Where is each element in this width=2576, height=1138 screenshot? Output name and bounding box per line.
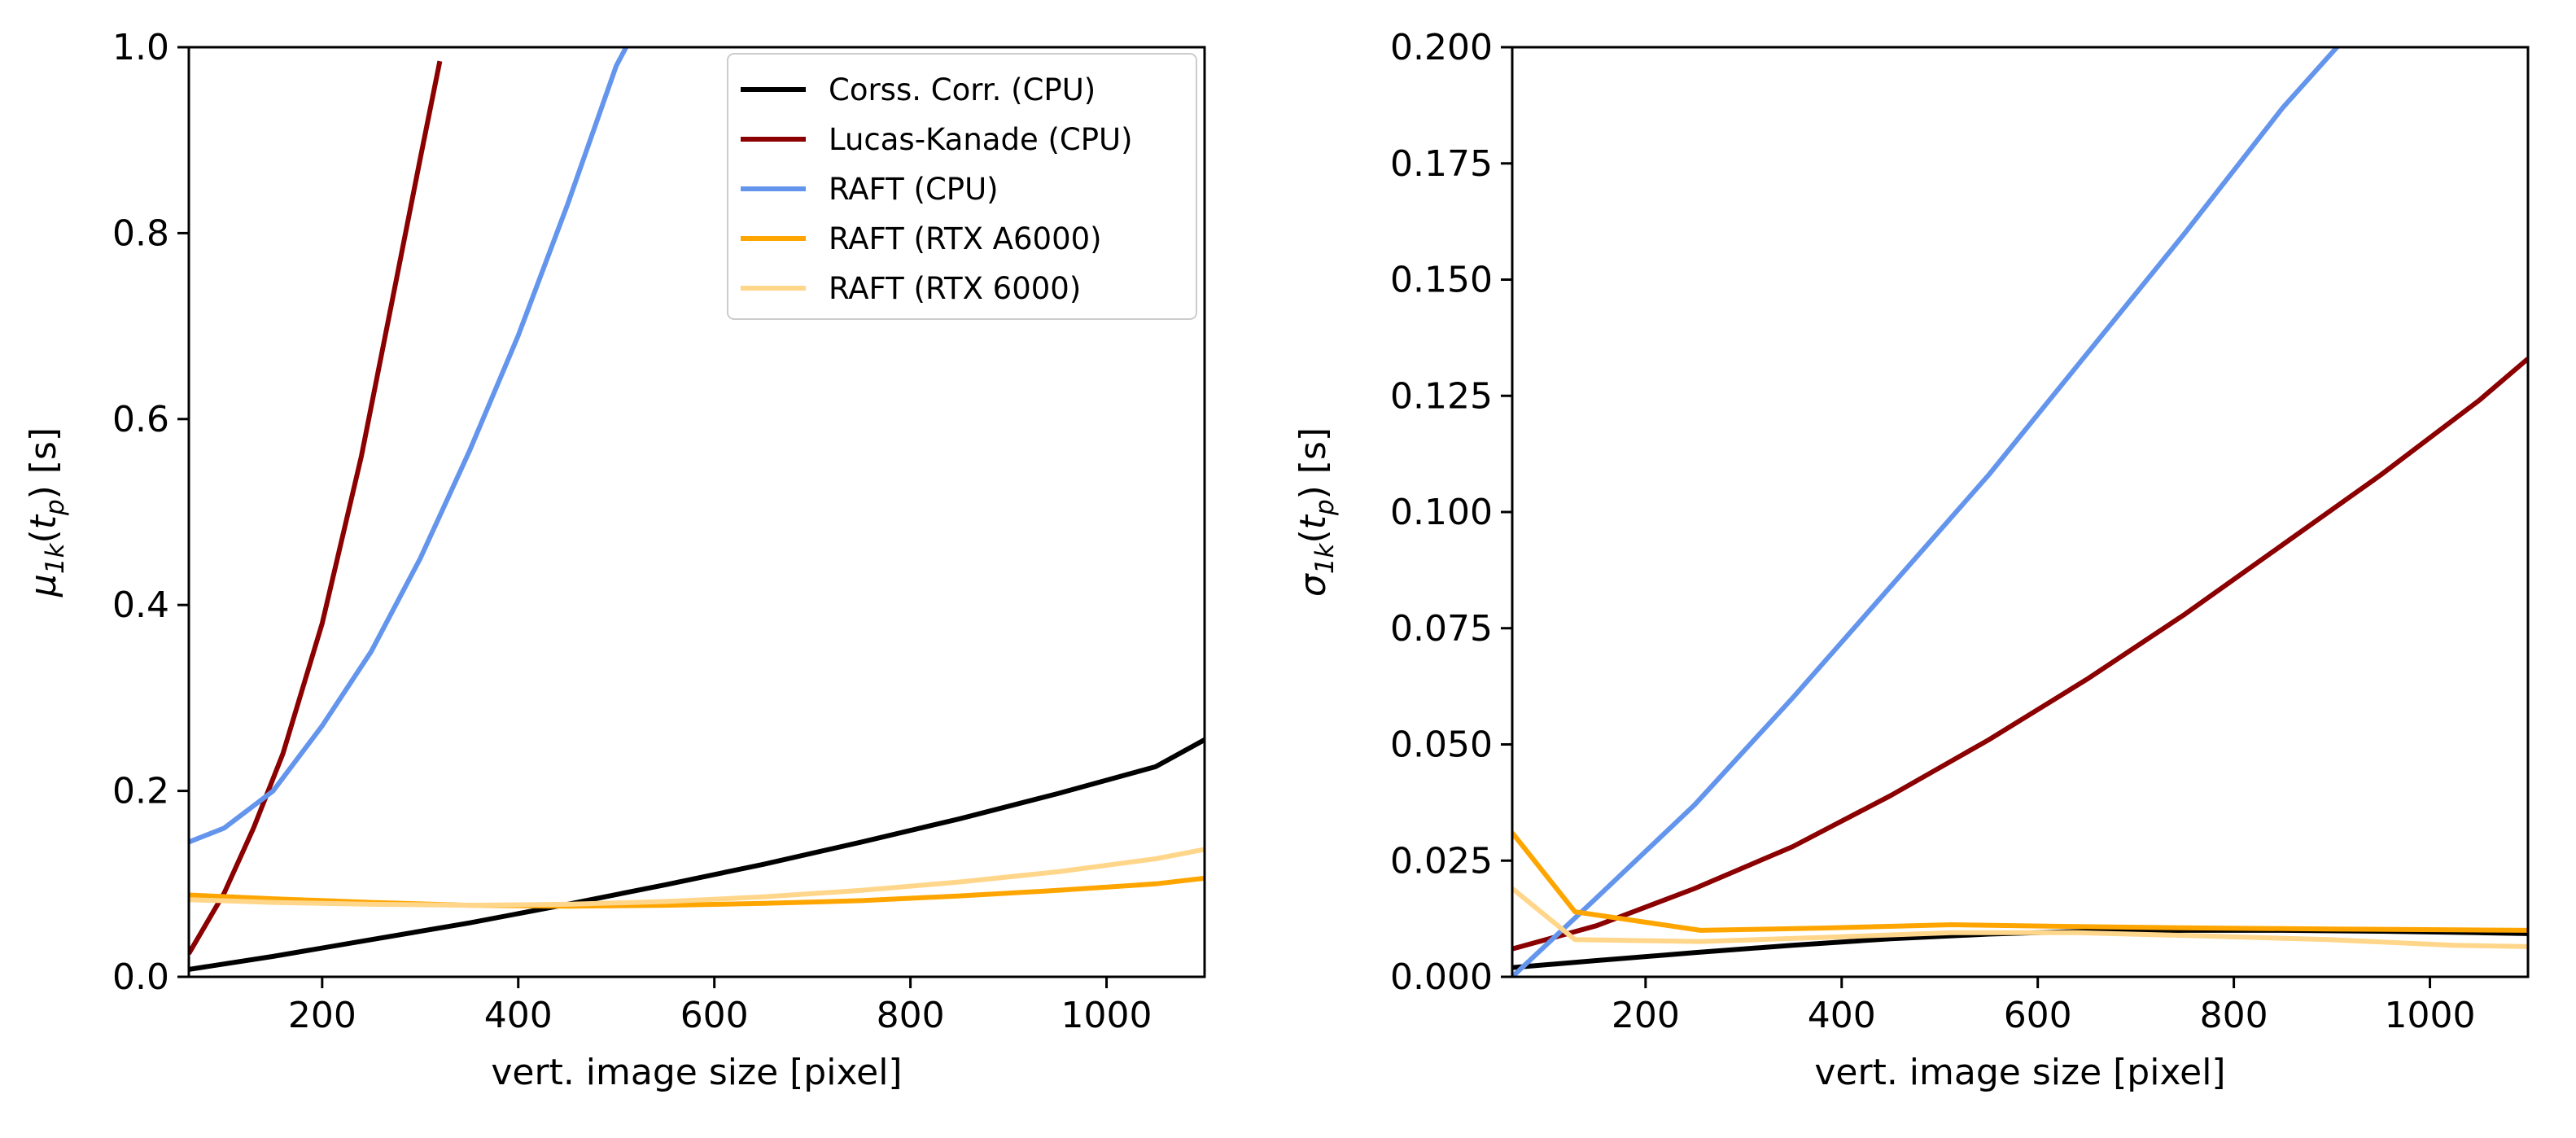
x-tick-label: 1000 bbox=[2385, 995, 2476, 1036]
legend-label: RAFT (RTX 6000) bbox=[829, 271, 1081, 306]
y-axis-label: σ1k(tp) [s] bbox=[1292, 427, 1340, 597]
y-tick-label: 0.6 bbox=[112, 399, 169, 440]
y-tick-label: 0.4 bbox=[112, 584, 169, 626]
y-tick-label: 0.050 bbox=[1390, 724, 1493, 766]
axes-ticks bbox=[177, 46, 1109, 988]
x-tick-label: 400 bbox=[1808, 995, 1876, 1036]
y-axis-label-argument-subscript: p bbox=[1310, 499, 1340, 516]
y-axis-label-subscript: 1k bbox=[41, 542, 70, 574]
x-axis-label: vert. image size [pixel] bbox=[1814, 1052, 2225, 1093]
x-tick-label: 200 bbox=[1612, 995, 1680, 1036]
legend-box bbox=[727, 53, 1197, 320]
x-tick-label: 600 bbox=[2004, 995, 2072, 1036]
y-tick-label: 0.0 bbox=[112, 956, 169, 998]
legend-label: RAFT (CPU) bbox=[829, 172, 999, 207]
tick-labels: 200 400 600 800 1000 0.0 0.2 0.4 0.6 0.8 1.0 bbox=[112, 27, 1152, 1036]
series-line-lucas-kanade-cpu bbox=[189, 60, 443, 956]
series-line-raft-rtx-6000 bbox=[189, 847, 1205, 908]
legend-label: Corss. Corr. (CPU) bbox=[829, 72, 1096, 107]
y-axis-label-paren-close: ) bbox=[1292, 474, 1334, 499]
axes-ticks bbox=[1501, 46, 2432, 988]
y-axis-label-paren-open: ( bbox=[23, 529, 64, 543]
y-axis-label-unit: [s] bbox=[23, 427, 64, 474]
series-line-lucas-kanade-cpu bbox=[1512, 357, 2528, 952]
y-axis-label-unit: [s] bbox=[1292, 427, 1334, 474]
tick-labels: 200 400 600 800 1000 0.000 0.025 0.050 0.075 0.10… bbox=[1390, 27, 2475, 1036]
y-tick-label: 0.175 bbox=[1390, 143, 1493, 185]
plot-frame bbox=[1511, 46, 2530, 978]
chart-std-runtime: 200 400 600 800 1000 0.000 0.025 0.050 0.075 0.10… bbox=[1292, 27, 2530, 1093]
legend-entries: Corss. Corr. (CPU) Lucas-Kanade (CPU) RAFT… bbox=[741, 72, 1133, 306]
y-tick-label: 0.2 bbox=[112, 771, 169, 812]
y-tick-label: 0.000 bbox=[1390, 956, 1493, 998]
y-axis-label: μ1k(tp) [s] bbox=[23, 427, 70, 597]
x-tick-label: 1000 bbox=[1061, 995, 1152, 1036]
series-layer bbox=[189, 47, 1205, 972]
x-tick-label: 200 bbox=[288, 995, 356, 1036]
y-tick-label: 0.125 bbox=[1390, 375, 1493, 417]
y-axis-label-argument-subscript: p bbox=[41, 499, 70, 516]
y-tick-label: 0.200 bbox=[1390, 27, 1493, 68]
plot-frame bbox=[187, 46, 1206, 978]
y-tick-label: 0.8 bbox=[112, 212, 169, 254]
series-line-raft-cpu bbox=[1512, 47, 2341, 977]
y-axis-label-argument: t bbox=[23, 514, 64, 529]
series-layer bbox=[1512, 47, 2528, 977]
series-line-raft-rtx-6000 bbox=[1512, 886, 2528, 949]
x-tick-label: 800 bbox=[877, 995, 945, 1036]
y-tick-label: 0.150 bbox=[1390, 260, 1493, 301]
y-tick-label: 0.025 bbox=[1390, 840, 1493, 882]
legend-label: Lucas-Kanade (CPU) bbox=[829, 122, 1133, 157]
y-axis-label-symbol: σ bbox=[1292, 573, 1334, 597]
y-tick-label: 0.075 bbox=[1390, 608, 1493, 650]
y-axis-label-symbol: μ bbox=[23, 574, 64, 597]
x-axis-label: vert. image size [pixel] bbox=[491, 1052, 902, 1093]
chart-mean-runtime: 200 400 600 800 1000 0.0 0.2 0.4 0.6 0.8 1.0 vert.… bbox=[23, 27, 1206, 1093]
series-line-corss-corr-cpu bbox=[189, 738, 1205, 972]
x-tick-label: 600 bbox=[680, 995, 749, 1036]
y-tick-label: 1.0 bbox=[112, 27, 169, 68]
series-line-raft-rtx-a6000 bbox=[1512, 831, 2528, 933]
series-line-raft-cpu bbox=[189, 47, 628, 845]
y-axis-label-paren-open: ( bbox=[1292, 529, 1334, 543]
y-axis-label-argument: t bbox=[1292, 514, 1334, 529]
legend-label: RAFT (RTX A6000) bbox=[829, 221, 1102, 256]
legend: Corss. Corr. (CPU) Lucas-Kanade (CPU) RAFT… bbox=[727, 53, 1197, 320]
x-tick-label: 400 bbox=[484, 995, 553, 1036]
x-tick-label: 800 bbox=[2200, 995, 2268, 1036]
y-axis-label-paren-close: ) bbox=[23, 474, 64, 499]
y-axis-label-subscript: 1k bbox=[1310, 542, 1340, 574]
y-tick-label: 0.100 bbox=[1390, 492, 1493, 533]
